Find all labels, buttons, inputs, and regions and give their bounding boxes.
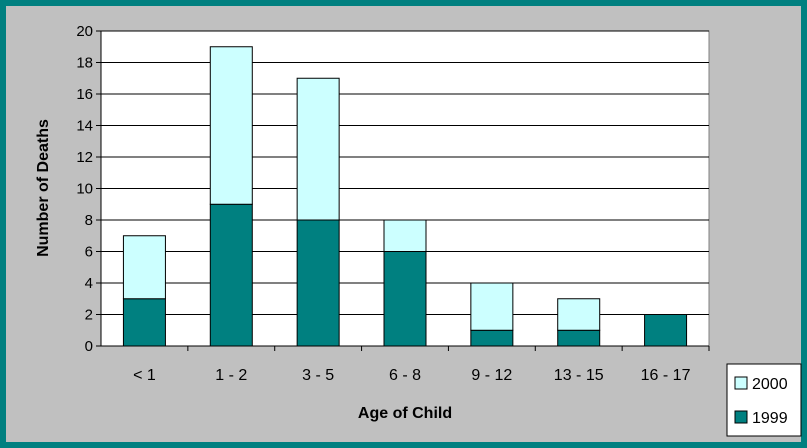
bar-2000 — [557, 298, 601, 331]
bar-1999 — [470, 329, 514, 347]
y-tick-label: 14 — [76, 118, 93, 135]
y-tick-label: 6 — [85, 244, 93, 261]
y-tick-label: 18 — [76, 55, 93, 72]
bar-2000 — [209, 46, 253, 205]
y-tick-label: 8 — [85, 212, 93, 229]
bar-2000 — [122, 235, 166, 300]
legend-label-2000: 2000 — [752, 376, 788, 393]
legend-label-1999: 1999 — [752, 410, 788, 427]
y-tick-label: 0 — [85, 338, 93, 355]
y-tick-label: 16 — [76, 86, 93, 103]
bar-1999 — [383, 251, 427, 347]
legend: 2000 1999 — [726, 363, 802, 437]
y-tick-label: 2 — [85, 307, 93, 324]
bar-2000 — [296, 77, 340, 221]
y-tick-label: 10 — [76, 181, 93, 198]
legend-swatch-2000 — [734, 376, 748, 390]
legend-swatch-1999 — [734, 410, 748, 424]
x-tick-label: 13 - 15 — [554, 367, 604, 384]
legend-box — [726, 363, 802, 437]
x-tick-label: 16 - 17 — [641, 367, 691, 384]
y-tick-label: 12 — [76, 149, 93, 166]
x-axis-ticks: < 1 1 - 2 3 - 5 6 - 8 9 - 12 13 - 15 16 - 17 — [133, 346, 710, 384]
bar-2000 — [470, 282, 514, 331]
x-axis-label: Age of Child — [358, 405, 452, 422]
y-axis-ticks: 0 2 4 6 8 10 12 14 16 18 20 — [76, 23, 101, 355]
bar-1999 — [644, 314, 688, 347]
bar-1999 — [209, 203, 253, 347]
x-tick-label: < 1 — [133, 367, 156, 384]
bar-1999 — [557, 329, 601, 347]
x-tick-label: 6 - 8 — [389, 367, 421, 384]
y-tick-label: 4 — [85, 275, 93, 292]
bar-1999 — [122, 298, 166, 347]
bar-2000 — [383, 219, 427, 252]
x-tick-label: 9 - 12 — [471, 367, 512, 384]
y-axis-label: Number of Deaths — [35, 119, 52, 257]
bar-1999 — [296, 219, 340, 347]
x-tick-label: 1 - 2 — [215, 367, 247, 384]
y-tick-label: 20 — [76, 23, 93, 40]
x-tick-label: 3 - 5 — [302, 367, 334, 384]
